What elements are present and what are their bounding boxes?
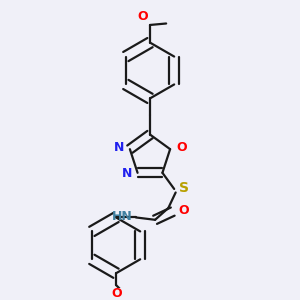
Text: O: O	[137, 10, 148, 22]
Text: N: N	[122, 167, 132, 181]
Text: O: O	[111, 287, 122, 300]
Text: N: N	[114, 142, 124, 154]
Text: S: S	[178, 182, 189, 195]
Text: HN: HN	[112, 210, 133, 223]
Text: O: O	[178, 204, 189, 217]
Text: O: O	[177, 142, 187, 154]
